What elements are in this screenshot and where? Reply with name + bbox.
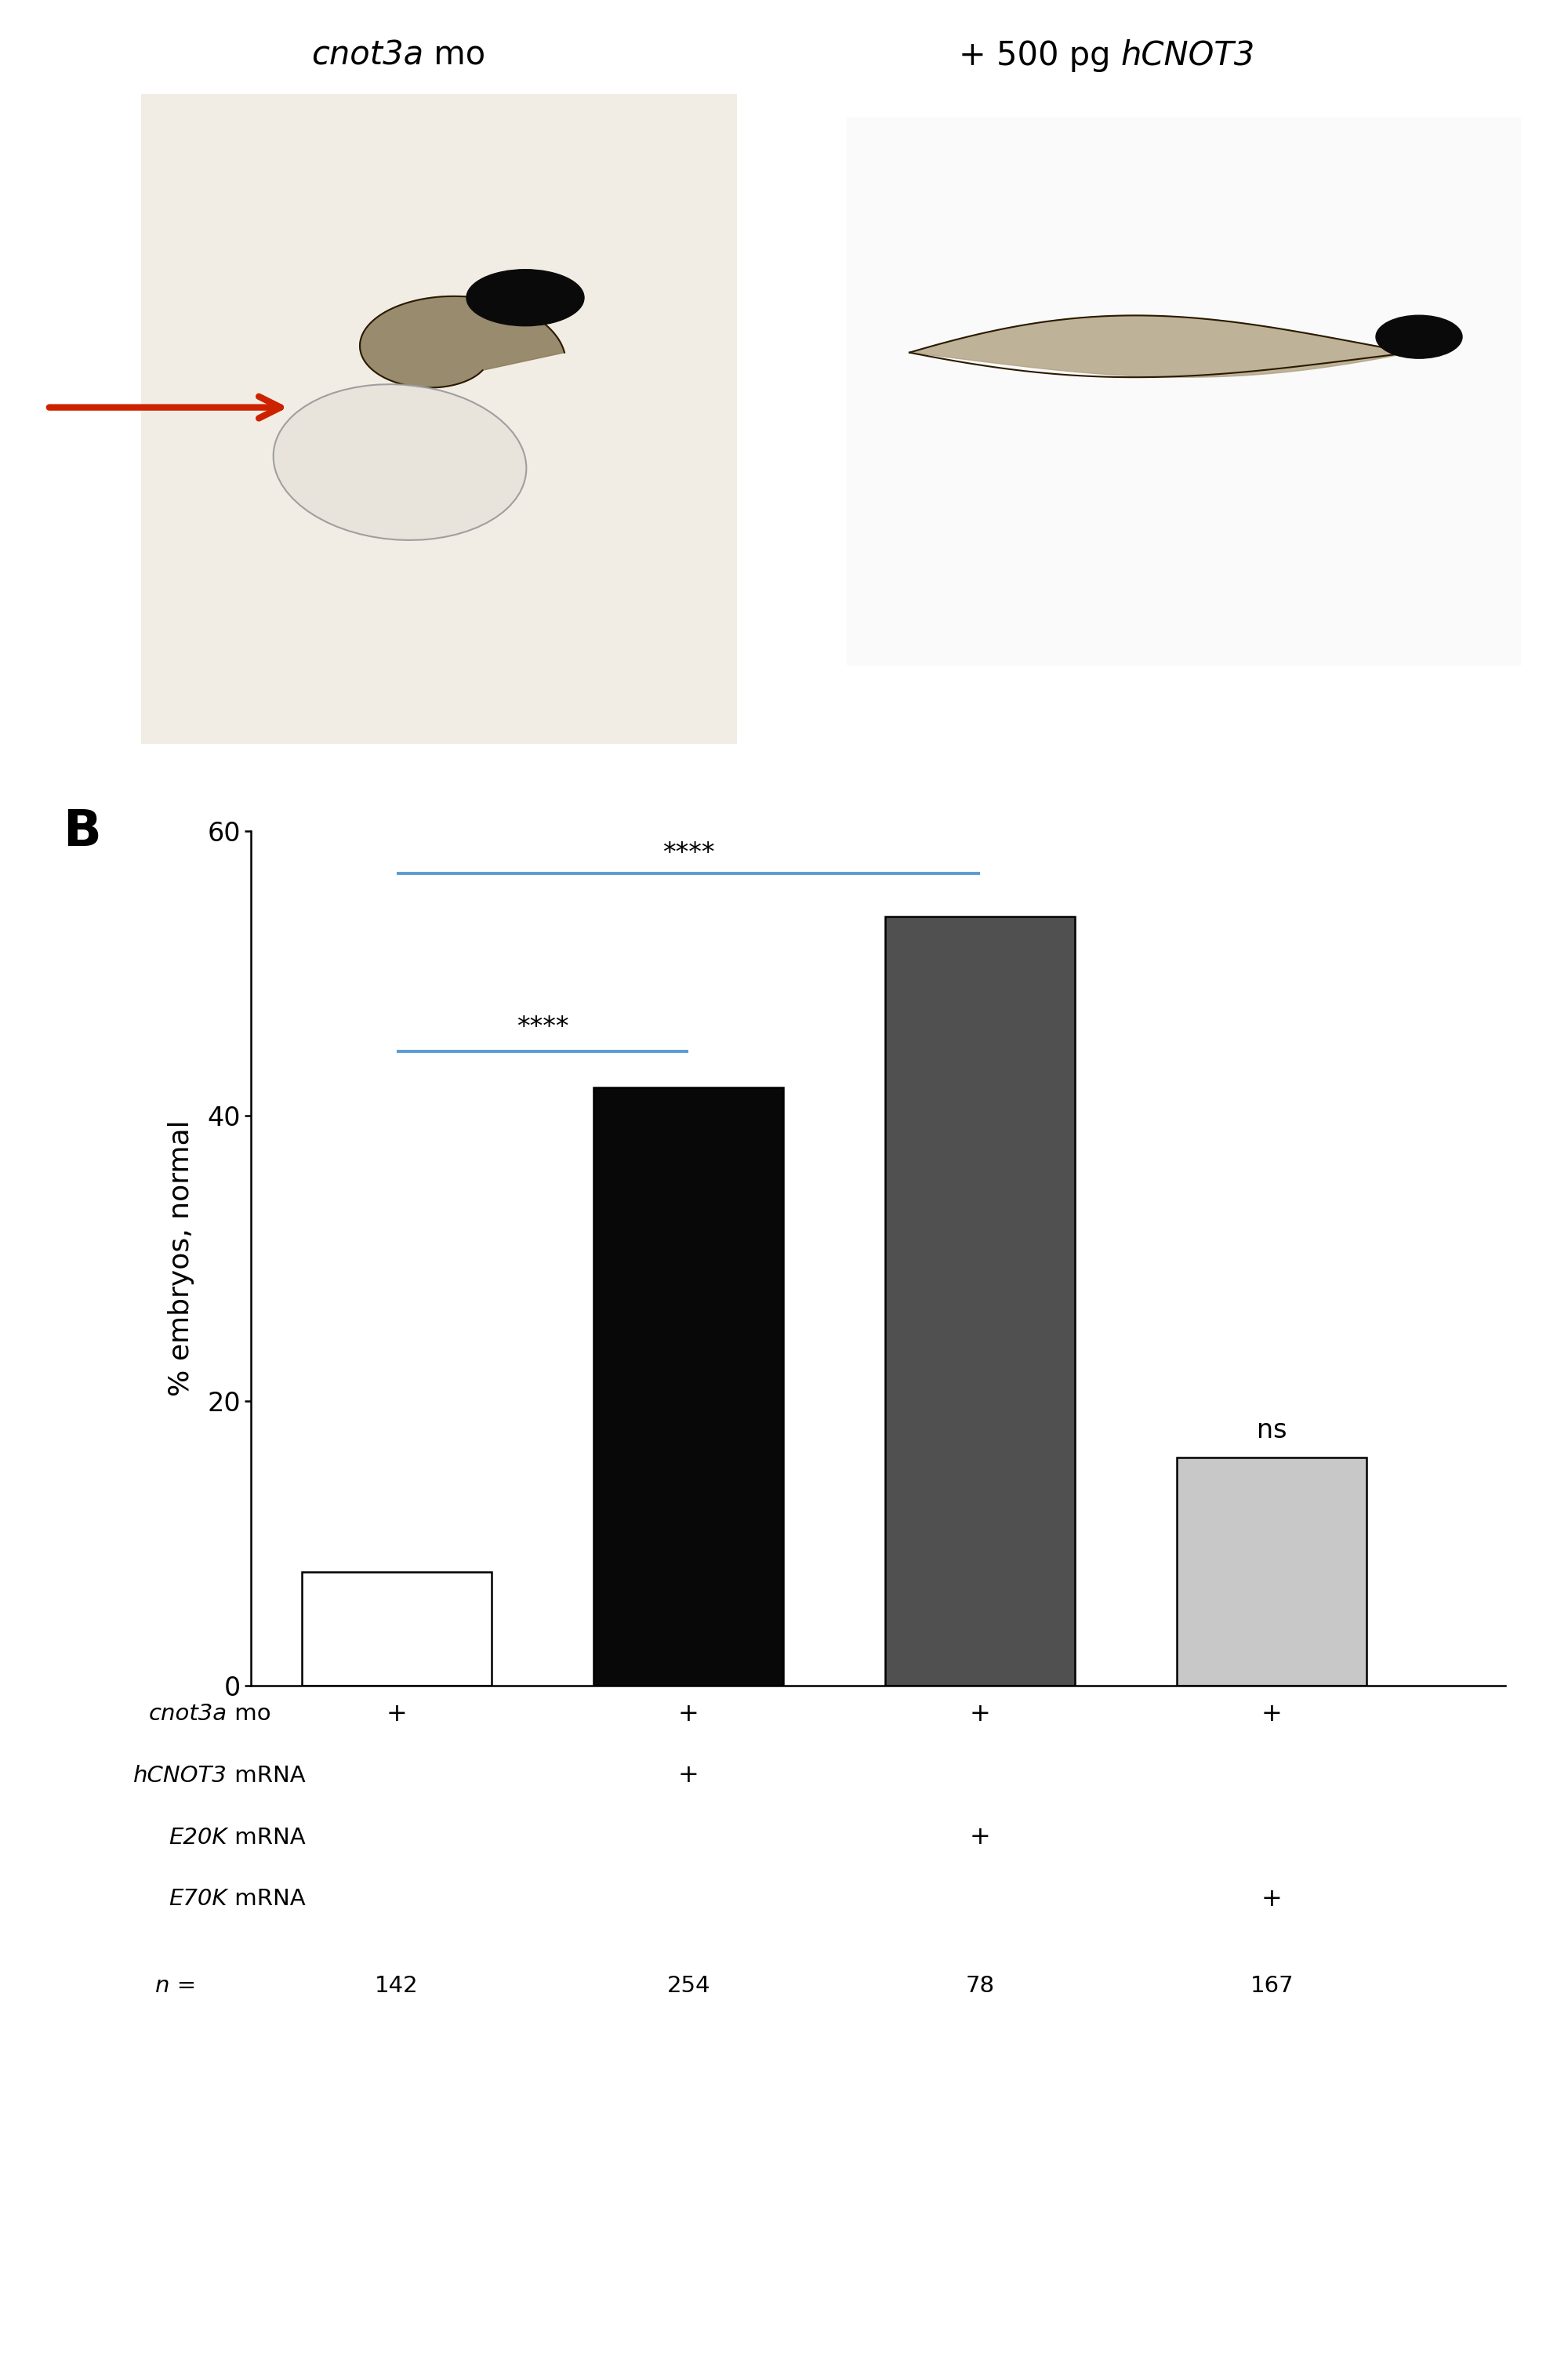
Polygon shape [909,316,1411,377]
Text: mo: mo [227,1702,271,1726]
Text: +: + [969,1826,991,1849]
Text: mRNA: mRNA [227,1826,306,1849]
Text: +: + [969,1702,991,1726]
Text: hCNOT3: hCNOT3 [1121,38,1256,71]
Polygon shape [361,297,564,387]
Text: +: + [386,1702,408,1726]
Text: 78: 78 [966,1975,994,1997]
Text: 142: 142 [375,1975,419,1997]
Text: 167: 167 [1250,1975,1294,1997]
Bar [1178,1458,1367,1686]
Text: ****: **** [516,1014,569,1040]
Text: +: + [677,1702,699,1726]
Text: 254: 254 [666,1975,710,1997]
Bar [594,1087,784,1686]
Text: + 500 pg: + 500 pg [960,38,1121,71]
Text: cnot3a: cnot3a [149,1702,227,1726]
Text: +: + [1261,1887,1283,1911]
Y-axis label: % embryos, normal: % embryos, normal [168,1121,194,1396]
Text: hCNOT3: hCNOT3 [133,1764,227,1788]
Ellipse shape [467,271,583,325]
Text: E20K: E20K [169,1826,227,1849]
Text: +: + [1261,1702,1283,1726]
Text: +: + [677,1764,699,1788]
Bar [303,1572,491,1686]
Text: ****: **** [662,840,715,867]
Text: ns: ns [1258,1417,1287,1443]
Text: mRNA: mRNA [227,1887,306,1911]
Text: cnot3a: cnot3a [310,38,423,71]
Text: B: B [63,807,100,855]
Ellipse shape [1377,316,1463,358]
Ellipse shape [273,385,527,541]
Bar [141,95,737,743]
Text: mRNA: mRNA [227,1764,306,1788]
Text: n =: n = [155,1975,196,1997]
Bar [886,916,1076,1686]
Text: E70K: E70K [169,1887,227,1911]
Text: mo: mo [423,38,486,71]
Bar [847,116,1521,665]
